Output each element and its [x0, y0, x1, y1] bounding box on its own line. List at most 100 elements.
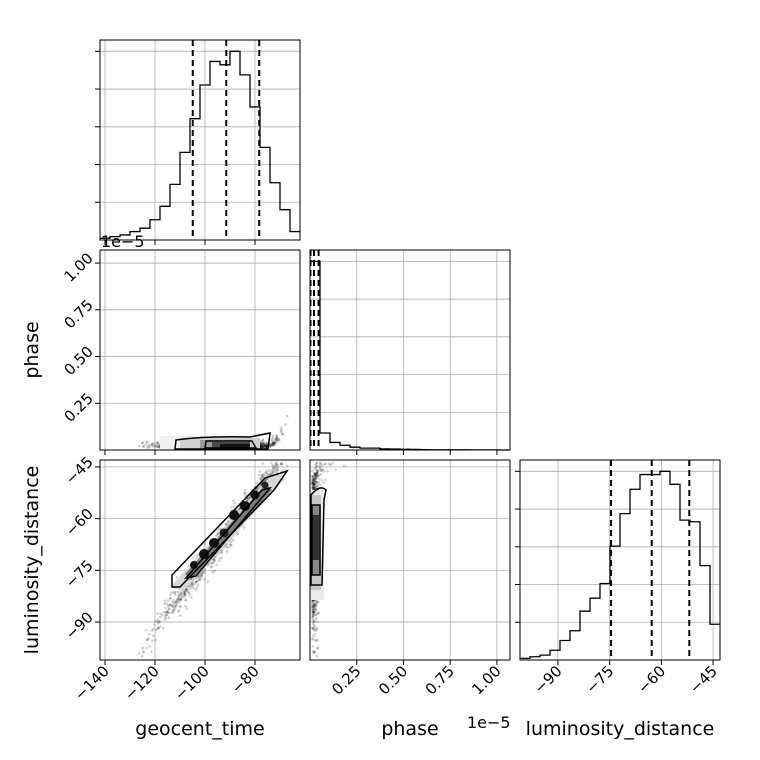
histogram-bin: [190, 119, 200, 240]
sample-point: [184, 593, 187, 596]
sample-point: [311, 618, 314, 621]
sample-point: [169, 591, 173, 594]
sample-point: [315, 480, 318, 484]
sample-point: [147, 445, 150, 449]
sample-point: [311, 486, 314, 489]
sample-point: [210, 562, 214, 565]
sample-point: [261, 445, 265, 449]
sample-point: [270, 443, 274, 446]
x-tick-label: −120: [121, 662, 163, 704]
density-core: [250, 490, 260, 500]
sample-point: [280, 431, 283, 434]
sample-point: [314, 469, 318, 472]
sample-point: [311, 611, 314, 614]
sample-point: [261, 439, 264, 442]
sample-point: [183, 593, 187, 596]
quantiles-hist-phase: [309, 250, 320, 450]
histogram-bin: [620, 514, 630, 660]
sample-point: [311, 469, 314, 473]
sample-point: [316, 469, 319, 472]
sample-point: [313, 482, 316, 486]
sample-point: [183, 592, 186, 596]
histogram-bin: [260, 147, 270, 240]
sample-point: [310, 475, 314, 478]
sample-point: [175, 598, 179, 602]
panel-hist-luminosity-distance: [519, 459, 721, 661]
series-hist-geocent-time: [100, 50, 300, 240]
sample-point: [261, 473, 264, 476]
series-hist-luminosity-distance: [520, 470, 720, 660]
sample-point: [312, 602, 316, 605]
sample-point: [190, 596, 193, 599]
sample-point: [312, 603, 316, 607]
sample-point: [141, 441, 145, 444]
sample-point: [220, 551, 224, 555]
histogram-bin: [600, 584, 610, 660]
sample-point: [314, 638, 318, 642]
sample-point: [261, 462, 265, 465]
sample-point: [196, 575, 200, 579]
sample-point: [314, 474, 318, 478]
x-axis-label-phase: phase: [381, 718, 438, 740]
sample-point: [173, 601, 177, 605]
sample-point: [311, 486, 314, 490]
sample-point: [265, 446, 268, 449]
histogram-step: [520, 470, 720, 660]
sample-point: [269, 472, 273, 476]
sample-point: [157, 622, 160, 625]
sample-point: [219, 527, 222, 530]
sample-point: [316, 482, 319, 485]
sample-point: [265, 469, 268, 473]
sample-point: [140, 654, 144, 658]
sample-point: [311, 479, 315, 483]
sample-point: [175, 600, 178, 604]
sample-point: [261, 475, 265, 478]
sample-point: [312, 471, 316, 475]
sample-point: [163, 599, 167, 602]
sample-point: [311, 482, 315, 485]
sample-point: [261, 442, 265, 445]
histogram-bin: [240, 75, 250, 240]
sample-point: [172, 606, 176, 610]
sample-point: [194, 580, 198, 584]
sample-point: [229, 540, 233, 544]
sample-point: [312, 487, 315, 491]
sample-point: [144, 443, 148, 447]
sample-point: [311, 609, 314, 612]
sample-point: [262, 444, 266, 448]
sample-point: [197, 578, 201, 582]
sample-point: [176, 590, 180, 594]
x-tick-label: −45: [686, 662, 721, 697]
sample-point: [164, 616, 167, 620]
sample-point: [229, 543, 232, 546]
x-tick-label: 0.75: [422, 662, 458, 698]
sample-point: [176, 598, 180, 602]
sample-point: [157, 620, 161, 623]
phase-x-scale-offset: 1e−5: [467, 713, 511, 732]
sample-point: [203, 542, 207, 546]
sample-point: [312, 610, 315, 614]
sample-point: [195, 554, 199, 557]
sample-point: [315, 461, 319, 465]
x-tick-label: 1.00: [468, 662, 504, 698]
sample-point: [261, 473, 265, 476]
sample-point: [315, 465, 319, 469]
sample-point: [156, 618, 160, 621]
sample-point: [281, 433, 285, 436]
sample-point: [317, 600, 320, 604]
sample-point: [183, 594, 186, 597]
sample-point: [183, 591, 186, 594]
sample-point: [315, 471, 319, 475]
sample-point: [317, 480, 321, 484]
contour: [184, 486, 273, 580]
sample-point: [145, 440, 148, 444]
sample-point: [260, 445, 263, 448]
sample-point: [314, 618, 317, 621]
sample-point: [285, 464, 289, 468]
sample-point: [265, 445, 268, 449]
sample-point: [235, 508, 239, 511]
sample-point: [211, 571, 214, 574]
sample-point: [262, 442, 265, 445]
sample-point: [318, 461, 322, 464]
sample-point: [315, 628, 319, 631]
